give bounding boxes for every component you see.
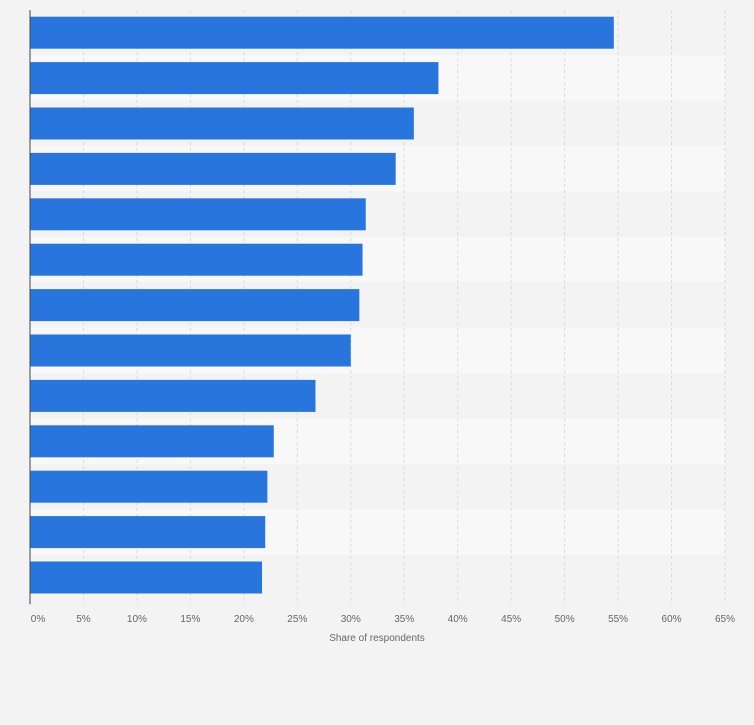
bar[interactable] bbox=[30, 107, 414, 140]
x-tick-label: 35% bbox=[394, 614, 414, 625]
bar[interactable] bbox=[30, 561, 263, 594]
x-axis-label: Share of respondents bbox=[329, 633, 425, 644]
x-tick-label: 45% bbox=[501, 614, 521, 625]
x-axis-ticks: 0% 5% 10% 15% 20% 25% 30% 35% 40% 45% 50% 55% 60% 65% bbox=[31, 614, 735, 625]
bar[interactable] bbox=[30, 379, 316, 412]
bar[interactable] bbox=[30, 198, 366, 231]
x-tick-label: 15% bbox=[180, 614, 200, 625]
x-tick-label: 40% bbox=[448, 614, 468, 625]
bar[interactable] bbox=[30, 470, 268, 503]
x-tick-label: 55% bbox=[608, 614, 628, 625]
x-tick-label: 65% bbox=[715, 614, 735, 625]
bar[interactable] bbox=[30, 243, 363, 276]
x-tick-label: 20% bbox=[234, 614, 254, 625]
x-tick-label: 5% bbox=[76, 614, 91, 625]
x-tick-label: 30% bbox=[341, 614, 361, 625]
x-tick-label: 10% bbox=[127, 614, 147, 625]
bar[interactable] bbox=[30, 152, 396, 185]
bar[interactable] bbox=[30, 516, 266, 549]
bar[interactable] bbox=[30, 289, 360, 322]
x-tick-label: 50% bbox=[555, 614, 575, 625]
x-tick-label: 0% bbox=[31, 614, 46, 625]
bar[interactable] bbox=[30, 62, 439, 95]
x-tick-label: 25% bbox=[287, 614, 307, 625]
bars bbox=[30, 16, 614, 594]
bar[interactable] bbox=[30, 425, 274, 458]
x-tick-label: 60% bbox=[662, 614, 682, 625]
bar[interactable] bbox=[30, 334, 351, 367]
bar[interactable] bbox=[30, 16, 614, 49]
